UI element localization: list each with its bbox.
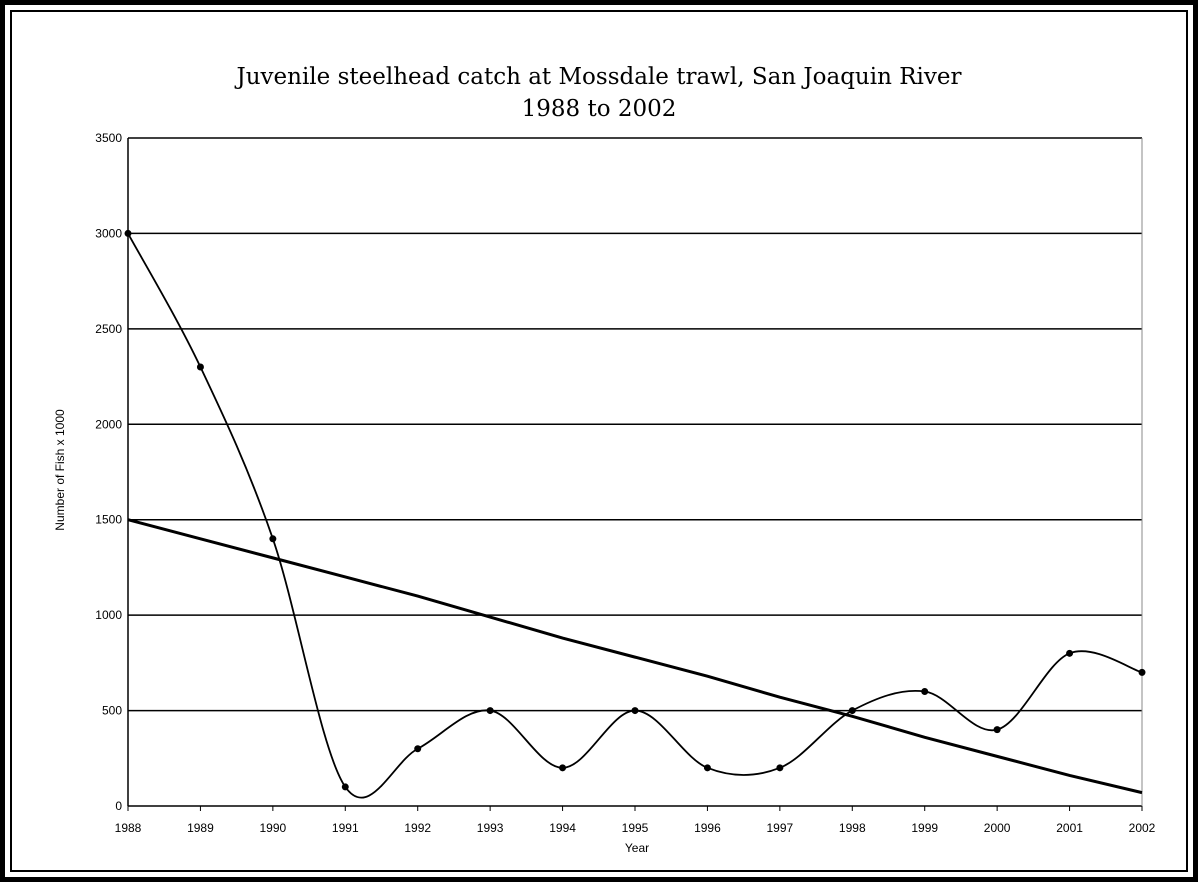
y-tick-label: 0	[115, 799, 122, 813]
chart-title-line2: 1988 to 2002	[522, 96, 677, 122]
data-point	[414, 745, 422, 753]
x-tick-label: 2001	[1056, 821, 1083, 835]
data-point	[559, 764, 567, 772]
series-line	[127, 518, 1143, 795]
y-axis-label: Number of Fish x 1000	[53, 409, 67, 531]
data-point	[921, 687, 929, 695]
data-point	[269, 535, 277, 543]
x-tick-label: 1998	[839, 821, 866, 835]
y-tick-label: 1500	[95, 513, 122, 527]
series-group	[124, 229, 1146, 799]
data-point	[1138, 668, 1146, 676]
x-tick-label: 1993	[477, 821, 504, 835]
x-tick-label: 1994	[549, 821, 576, 835]
data-point	[776, 764, 784, 772]
x-tick-label: 1989	[187, 821, 214, 835]
x-tick-label: 1990	[260, 821, 287, 835]
data-point	[703, 764, 711, 772]
y-tick-label: 3500	[95, 131, 122, 145]
x-tick-label: 1991	[332, 821, 359, 835]
data-point	[631, 707, 639, 715]
x-tick-label: 1997	[767, 821, 794, 835]
data-point	[1066, 649, 1074, 657]
x-tick-label: 2000	[984, 821, 1011, 835]
x-tick-label: 1995	[622, 821, 649, 835]
axes	[127, 138, 1143, 811]
gridlines	[128, 137, 1142, 712]
x-tick-label: 1999	[911, 821, 938, 835]
data-point	[993, 726, 1001, 734]
x-axis-label: Year	[625, 841, 649, 855]
y-tick-label: 2000	[95, 417, 122, 431]
data-point	[848, 707, 856, 715]
data-point	[196, 363, 204, 371]
x-tick-label: 2002	[1129, 821, 1156, 835]
inner-frame	[10, 10, 1188, 872]
data-point	[124, 229, 132, 237]
x-tick-label: 1996	[694, 821, 721, 835]
data-point	[486, 707, 494, 715]
y-tick-labels: 0 500 1000 1500 2000 2500 3000 3500	[95, 131, 122, 813]
y-tick-label: 500	[102, 704, 122, 718]
y-tick-label: 2500	[95, 322, 122, 336]
chart-title-line1: Juvenile steelhead catch at Mossdale tra…	[235, 64, 962, 90]
data-point	[341, 783, 349, 791]
x-tick-labels: 1988 1989 1990 1991 1992 1993 1994 1995 1996 1997…	[115, 821, 1156, 835]
x-tick-label: 1992	[404, 821, 431, 835]
x-tick-label: 1988	[115, 821, 142, 835]
y-tick-label: 1000	[95, 608, 122, 622]
y-tick-label: 3000	[95, 226, 122, 240]
